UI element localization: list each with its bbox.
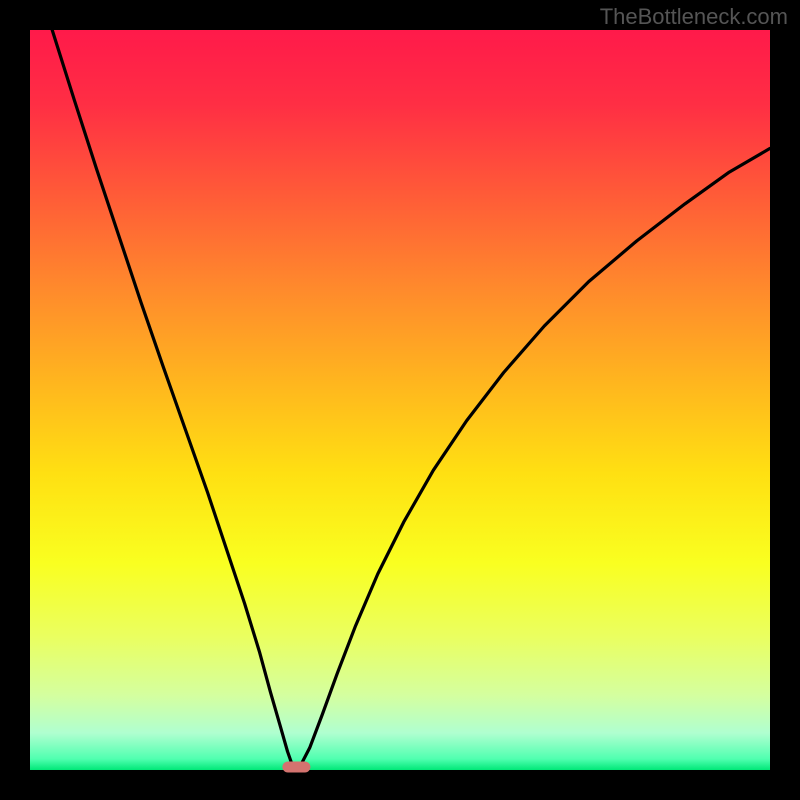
bottleneck-chart xyxy=(0,0,800,800)
gradient-plot-area xyxy=(30,30,770,770)
chart-container: TheBottleneck.com xyxy=(0,0,800,800)
optimal-point-marker xyxy=(282,762,310,773)
watermark-text: TheBottleneck.com xyxy=(600,4,788,30)
